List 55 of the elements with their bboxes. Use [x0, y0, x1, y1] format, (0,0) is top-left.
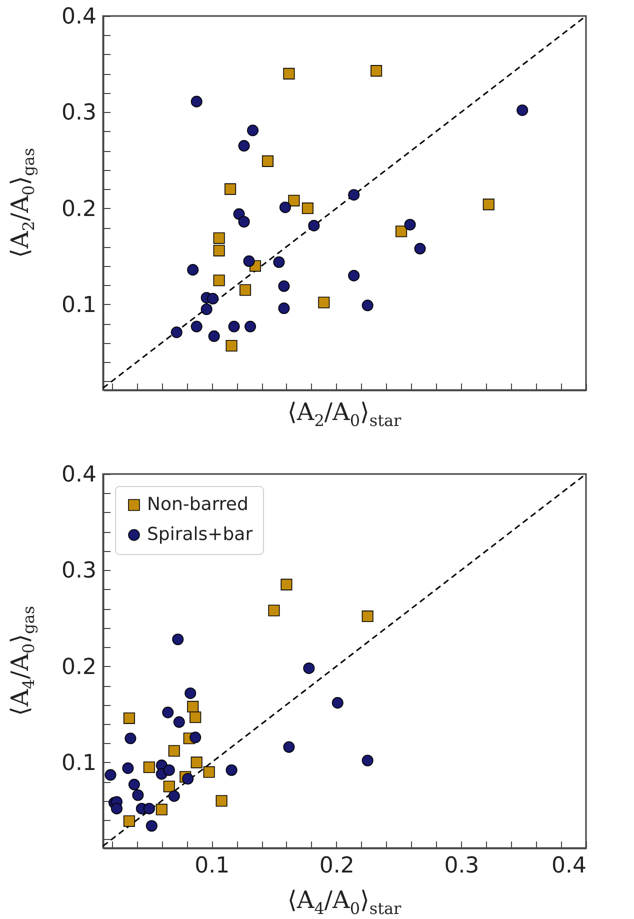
point [348, 270, 360, 282]
point [243, 255, 255, 267]
point [396, 226, 408, 238]
point [213, 274, 225, 286]
point [362, 300, 374, 312]
y-tick-label: 0.4 [62, 462, 96, 488]
point [200, 303, 212, 315]
point [208, 330, 220, 342]
y-tick-label: 0.3 [62, 558, 96, 584]
legend-label: Spirals+bar [147, 524, 254, 545]
point [207, 292, 219, 304]
y-tick-label: 0.3 [62, 100, 96, 126]
point [278, 280, 290, 292]
legend-label: Non-barred [147, 494, 248, 515]
point [404, 218, 416, 230]
x-tick-label: 0.2 [319, 854, 354, 878]
point [370, 65, 382, 77]
point [228, 320, 240, 332]
x-axis-title: ⟨A$_{4}$/A$_{0}$⟩$_{star}$ [288, 886, 402, 918]
point [213, 232, 225, 244]
x-tick-label: 0.3 [444, 854, 480, 878]
point [279, 202, 291, 214]
y-tick-label: 0.4 [62, 4, 96, 30]
point [288, 194, 300, 206]
point [224, 183, 236, 195]
point [190, 96, 202, 108]
point [247, 124, 259, 136]
y-tick-label: 0.1 [62, 750, 96, 776]
point [233, 208, 245, 220]
point [318, 296, 330, 308]
y-tick-label: 0.2 [62, 654, 96, 680]
point [283, 68, 295, 80]
point [244, 320, 256, 332]
point [170, 326, 182, 338]
point [226, 340, 238, 352]
point [278, 302, 290, 314]
y-tick-label: 0.2 [62, 196, 96, 222]
point [273, 256, 285, 268]
x-axis-title: ⟨A$_{2}$/A$_{0}$⟩$_{star}$ [288, 398, 402, 430]
point [308, 220, 320, 232]
point [187, 264, 199, 276]
point [238, 216, 250, 228]
point [190, 320, 202, 332]
x-tick-label: 0.1 [194, 854, 230, 878]
y-tick-label: 0.1 [62, 292, 96, 318]
point [482, 198, 494, 210]
point [240, 284, 252, 296]
x-tick-label: 0.4 [552, 854, 586, 878]
point [516, 104, 528, 116]
point [213, 244, 225, 256]
point [348, 189, 360, 201]
point [414, 242, 426, 254]
point [262, 155, 274, 167]
point [238, 140, 250, 152]
point [302, 202, 314, 214]
